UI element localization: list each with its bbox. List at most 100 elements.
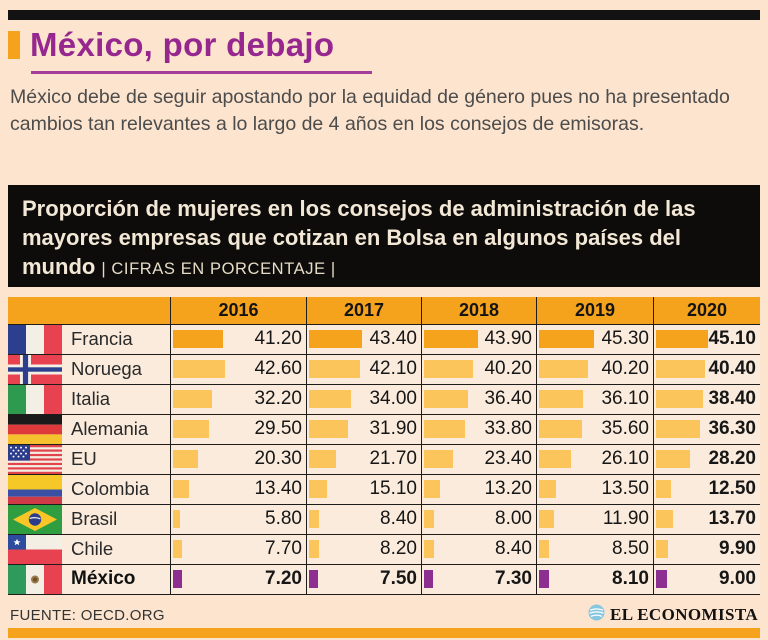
value-bar (424, 360, 473, 378)
value-label: 43.40 (369, 328, 417, 349)
value-bar (656, 540, 669, 558)
value-bar (656, 480, 672, 498)
footer: FUENTE: OECD.ORG EL ECONOMISTA (10, 604, 758, 626)
value-label: 45.10 (708, 328, 756, 349)
value-cell: 38.40 (653, 384, 760, 414)
country-label: Chile (71, 538, 114, 559)
value-cell: 8.00 (421, 504, 536, 534)
country-label: Noruega (71, 358, 142, 379)
flag-chile-icon (8, 534, 62, 564)
page-title: México, por debajo (30, 26, 335, 63)
flag-noruega-icon (8, 354, 62, 384)
value-cell: 8.40 (306, 504, 421, 534)
value-label: 12.50 (708, 478, 756, 499)
year-header: 2017 (306, 297, 421, 324)
value-cell: 13.40 (170, 474, 306, 504)
value-bar (539, 570, 549, 588)
value-label: 28.20 (708, 448, 756, 469)
value-cell: 35.60 (536, 414, 653, 444)
value-cell: 8.20 (306, 534, 421, 564)
value-cell: 11.90 (536, 504, 653, 534)
value-cell: 13.70 (653, 504, 760, 534)
value-bar (656, 510, 673, 528)
table-row-eu: EU 20.30 21.70 23.40 26.10 28.20 (8, 444, 760, 475)
value-label: 41.20 (254, 328, 302, 349)
value-label: 8.50 (612, 538, 649, 559)
country-label: México (71, 568, 136, 589)
value-cell: 31.90 (306, 414, 421, 444)
value-bar (539, 510, 554, 528)
country-label: Colombia (71, 478, 150, 499)
value-cell: 20.30 (170, 444, 306, 474)
value-bar (424, 420, 466, 438)
value-label: 23.40 (484, 448, 532, 469)
value-cell: 9.90 (653, 534, 760, 564)
flag-italia-icon (8, 384, 62, 414)
value-cell: 29.50 (170, 414, 306, 444)
flag-alemania-icon (8, 414, 62, 444)
value-bar (656, 360, 706, 378)
value-bar (539, 540, 550, 558)
value-label: 15.10 (369, 478, 417, 499)
chart-unit-note: | CIFRAS EN PORCENTAJE | (101, 260, 336, 279)
table-header-row: 2016 2017 2018 2019 2020 (8, 297, 760, 325)
value-label: 21.70 (369, 448, 417, 469)
value-label: 8.20 (380, 538, 417, 559)
table-row-alemania: Alemania 29.50 31.90 33.80 35.60 36.30 (8, 414, 760, 445)
title-underline (31, 71, 372, 74)
value-cell: 42.10 (306, 354, 421, 384)
value-cell: 40.40 (653, 354, 760, 384)
flag-colombia-icon (8, 474, 62, 504)
value-bar (309, 390, 351, 408)
value-bar (539, 330, 595, 348)
value-cell: 7.30 (421, 564, 536, 594)
value-bar (309, 540, 319, 558)
value-bar (424, 510, 434, 528)
value-bar (173, 510, 181, 528)
value-label: 31.90 (369, 418, 417, 439)
flag-eu-icon (8, 444, 62, 474)
value-label: 7.70 (265, 538, 302, 559)
value-label: 40.40 (708, 358, 756, 379)
value-label: 40.20 (484, 358, 532, 379)
value-cell: 33.80 (421, 414, 536, 444)
country-label: Francia (71, 328, 133, 349)
value-bar (173, 420, 209, 438)
value-cell: 23.40 (421, 444, 536, 474)
value-bar (539, 390, 583, 408)
value-cell: 36.30 (653, 414, 760, 444)
el-economista-logo-icon (588, 604, 605, 626)
flag-francia-icon (8, 324, 62, 354)
value-bar (173, 330, 224, 348)
value-label: 9.90 (719, 538, 756, 559)
year-header: 2018 (421, 297, 536, 324)
value-cell: 12.50 (653, 474, 760, 504)
value-bar (424, 480, 441, 498)
value-bar (656, 420, 701, 438)
value-bar (424, 330, 478, 348)
value-cell: 9.00 (653, 564, 760, 594)
value-cell: 8.50 (536, 534, 653, 564)
value-cell: 36.40 (421, 384, 536, 414)
value-bar (424, 570, 433, 588)
value-bar (424, 450, 453, 468)
value-cell: 45.10 (653, 324, 760, 354)
value-cell: 13.50 (536, 474, 653, 504)
value-label: 40.20 (601, 358, 649, 379)
value-label: 35.60 (601, 418, 649, 439)
value-label: 9.00 (719, 568, 756, 589)
value-cell: 40.20 (421, 354, 536, 384)
value-label: 8.10 (612, 568, 649, 589)
value-label: 45.30 (601, 328, 649, 349)
value-label: 5.80 (265, 508, 302, 529)
value-label: 7.50 (380, 568, 417, 589)
top-border-bar (8, 10, 760, 20)
year-header: 2020 (653, 297, 760, 324)
value-bar (424, 390, 469, 408)
country-label: Alemania (71, 418, 149, 439)
header-country-spacer (62, 297, 170, 324)
value-cell: 8.10 (536, 564, 653, 594)
value-cell: 7.50 (306, 564, 421, 594)
value-bar (309, 330, 362, 348)
value-label: 11.90 (602, 508, 649, 529)
